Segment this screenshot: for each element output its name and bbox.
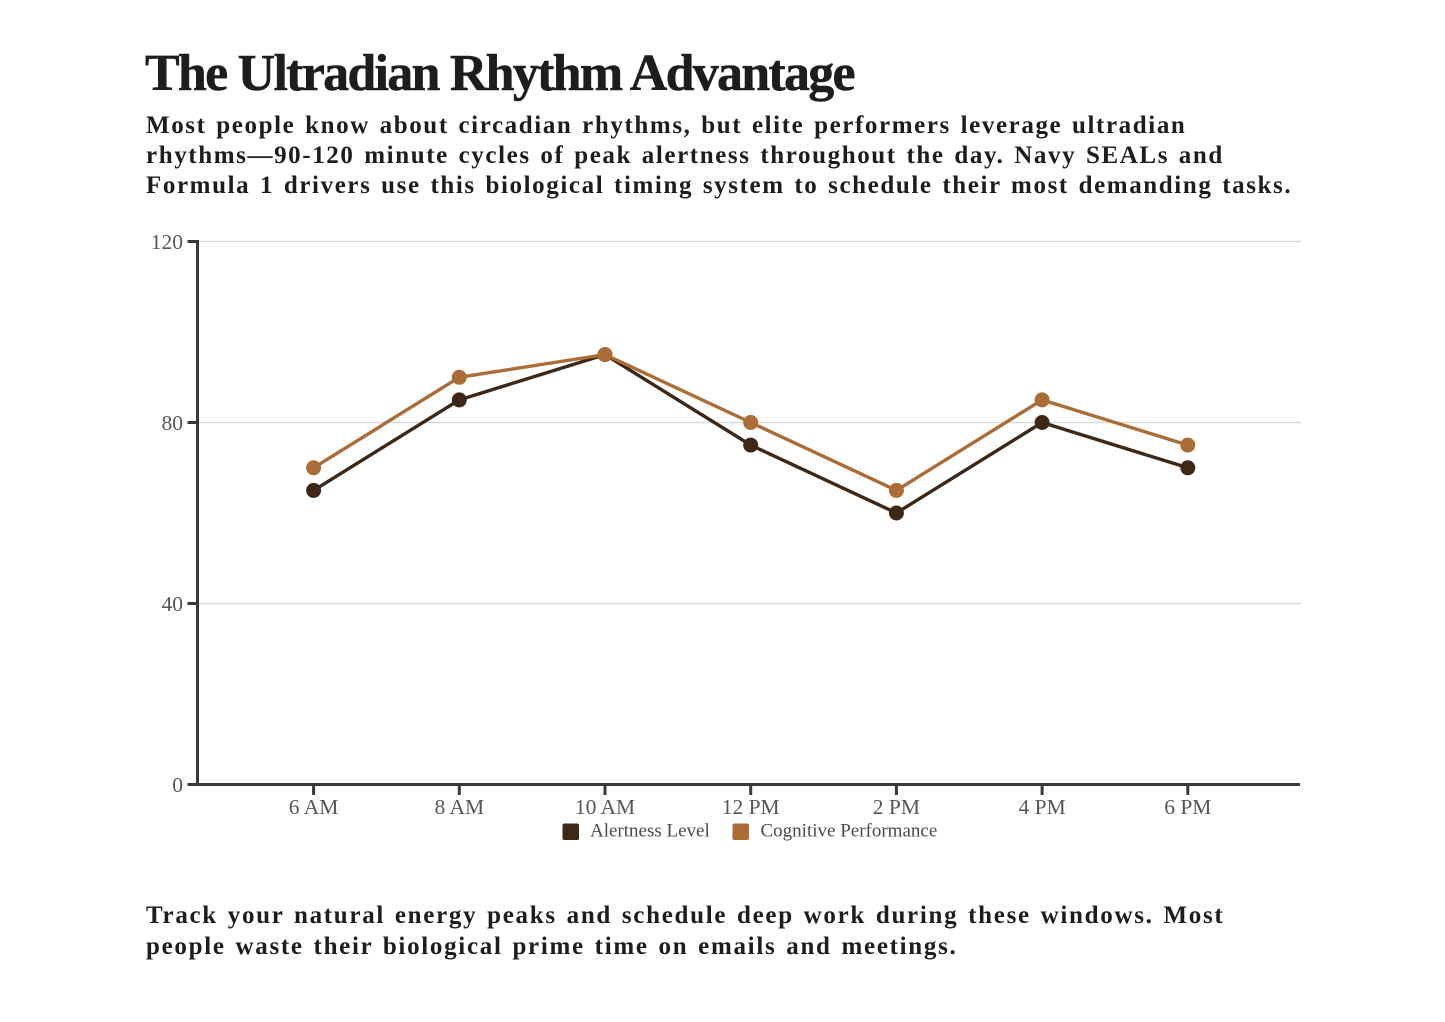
svg-text:120: 120: [151, 230, 183, 254]
svg-text:Alertness Level: Alertness Level: [590, 821, 710, 842]
svg-text:2 PM: 2 PM: [873, 795, 920, 819]
svg-text:12 PM: 12 PM: [722, 795, 780, 819]
svg-text:10 AM: 10 AM: [575, 795, 635, 819]
svg-text:6 AM: 6 AM: [289, 795, 339, 819]
svg-text:0: 0: [172, 773, 183, 797]
svg-text:80: 80: [162, 411, 184, 435]
svg-text:4 PM: 4 PM: [1018, 795, 1065, 819]
svg-text:8 AM: 8 AM: [435, 795, 485, 819]
svg-text:Cognitive Performance: Cognitive Performance: [761, 821, 938, 842]
svg-text:6 PM: 6 PM: [1164, 795, 1211, 819]
svg-text:40: 40: [162, 592, 184, 616]
